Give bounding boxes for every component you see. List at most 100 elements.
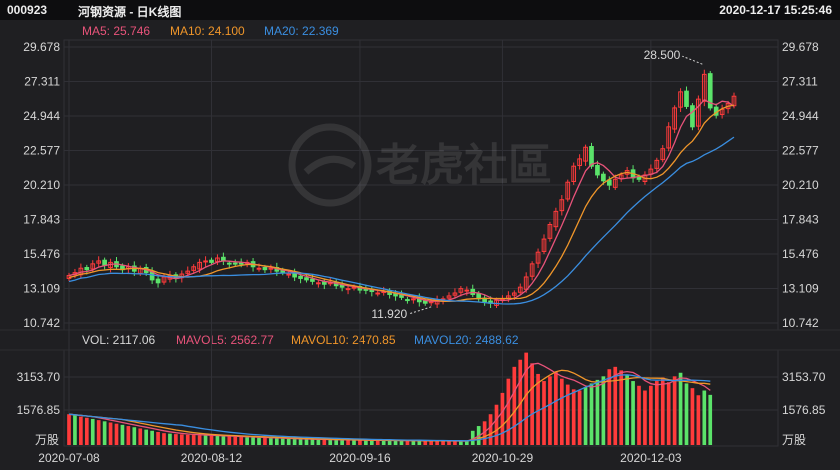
volume-bar: [565, 384, 570, 445]
volume-bar: [274, 438, 279, 445]
volume-bar: [150, 430, 154, 445]
volume-bar: [660, 377, 665, 445]
volume-bar: [322, 439, 327, 445]
volume-bar: [619, 370, 624, 445]
candle-body: [601, 173, 606, 182]
volume-bar: [227, 436, 232, 445]
volume-bar: [304, 439, 309, 445]
volume-bar: [678, 372, 683, 445]
volume-tick-right: 3153.70: [782, 370, 826, 384]
volume-bar: [168, 433, 172, 445]
volume-bar: [292, 439, 297, 445]
candle-body: [636, 176, 642, 180]
candle-body: [458, 288, 464, 293]
candle-body: [678, 91, 683, 108]
price-tick-left: 29.678: [23, 40, 60, 54]
volume-bar: [666, 382, 671, 445]
mavol10-label: MAVOL10: 2470.85: [291, 333, 396, 347]
volume-bar: [251, 437, 255, 445]
mavol5-label: MAVOL5: 2562.77: [176, 333, 274, 347]
high-annotation: 28.500: [644, 48, 681, 62]
volume-bar: [637, 385, 641, 445]
volume-bar: [286, 438, 291, 445]
volume-bar: [358, 440, 362, 445]
price-tick-right: 22.577: [782, 144, 819, 158]
volume-bar: [607, 369, 612, 445]
volume-bar: [411, 440, 416, 445]
annotation-line: [682, 55, 703, 65]
volume-bar: [67, 414, 71, 445]
tiger-logo-watermark: [288, 123, 372, 207]
candle-body: [90, 263, 96, 270]
volume-bar: [441, 441, 445, 445]
volume-bar: [554, 371, 558, 445]
volume-bar: [138, 428, 143, 445]
candle-body: [523, 276, 529, 290]
volume-bar: [162, 433, 166, 445]
candle-body: [701, 73, 707, 102]
volume-bar: [512, 366, 517, 445]
candle-body: [696, 98, 701, 127]
volume-bar: [405, 440, 410, 445]
ma10-label: MA10: 24.100: [170, 24, 245, 38]
candle-body: [96, 260, 102, 264]
volume-bar: [583, 386, 588, 445]
candle-body: [262, 266, 268, 271]
volume-bar: [649, 385, 653, 445]
price-tick-left: 10.742: [23, 316, 60, 330]
candle-body: [571, 165, 577, 183]
volume-bar: [654, 381, 659, 445]
volume-tick-right: 万股: [782, 433, 806, 447]
volume-bar: [174, 434, 178, 445]
volume-bar: [589, 383, 594, 445]
candle-body: [209, 259, 214, 263]
title-bar: 000923 河钢资源 - 日K线图 2020-12-17 15:25:46: [0, 0, 840, 20]
candle-body: [232, 262, 238, 265]
candle-body: [707, 73, 713, 109]
candle-body: [553, 210, 559, 228]
volume-panel: [63, 349, 779, 447]
volume-bar: [340, 440, 344, 445]
volume-bar: [613, 366, 618, 445]
volume-bar: [559, 378, 564, 445]
volume-bar: [73, 415, 77, 445]
ma20-label: MA20: 22.369: [264, 24, 339, 38]
candle-body: [666, 126, 672, 149]
candle-body: [565, 181, 571, 200]
vol-label: VOL: 2117.06: [82, 333, 156, 347]
volume-bar: [120, 424, 125, 445]
candle-body: [535, 251, 541, 264]
candle-body: [529, 263, 535, 277]
candle-body: [203, 260, 208, 263]
volume-bar: [702, 390, 707, 445]
volume-bar: [708, 394, 713, 445]
price-tick-right: 29.678: [782, 40, 819, 54]
volume-bar: [257, 437, 261, 445]
date-tick: 2020-12-03: [620, 451, 682, 465]
volume-bar: [102, 421, 107, 445]
watermark-text: 老虎社區: [376, 140, 552, 191]
volume-bar: [684, 383, 689, 445]
price-tick-left: 24.944: [23, 109, 60, 123]
price-tick-left: 22.577: [23, 144, 60, 158]
candle-body: [310, 278, 315, 282]
price-tick-right: 20.210: [782, 178, 819, 192]
candle-body: [351, 286, 357, 289]
candle-body: [375, 292, 381, 295]
volume-bar: [197, 435, 202, 445]
price-tick-left: 13.109: [23, 282, 60, 296]
volume-bar: [263, 437, 267, 445]
volume-bar: [90, 418, 95, 445]
volume-bar: [381, 440, 386, 445]
price-tick-right: 17.843: [782, 213, 819, 227]
price-tick-right: 10.742: [782, 316, 819, 330]
mavol20-line: [68, 374, 711, 442]
candle-body: [411, 298, 416, 301]
candle-body: [102, 259, 107, 266]
volume-bar: [696, 395, 701, 445]
volume-bar: [601, 376, 606, 445]
candle-body: [446, 295, 452, 299]
date-tick: 2020-08-12: [181, 451, 243, 465]
volume-bar: [369, 440, 374, 445]
candle-body: [428, 301, 434, 304]
